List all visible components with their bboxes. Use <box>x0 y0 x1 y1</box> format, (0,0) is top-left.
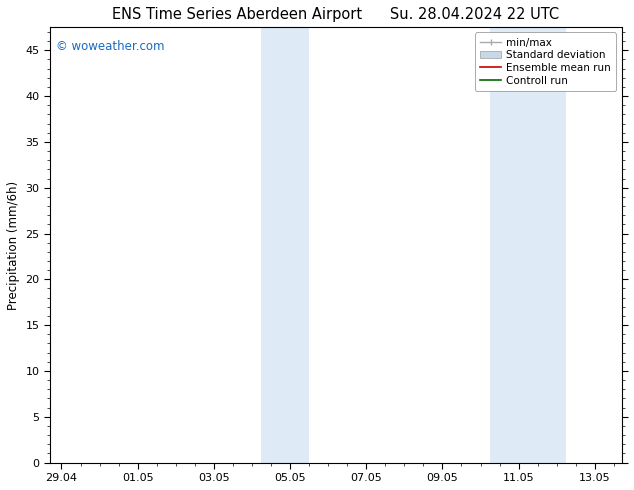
Bar <box>519 27 566 463</box>
Bar <box>490 27 519 463</box>
Bar <box>284 27 309 463</box>
Y-axis label: Precipitation (mm/6h): Precipitation (mm/6h) <box>7 180 20 310</box>
Text: © woweather.com: © woweather.com <box>56 40 164 53</box>
Bar <box>261 27 284 463</box>
Title: ENS Time Series Aberdeen Airport      Su. 28.04.2024 22 UTC: ENS Time Series Aberdeen Airport Su. 28.… <box>112 7 559 22</box>
Legend: min/max, Standard deviation, Ensemble mean run, Controll run: min/max, Standard deviation, Ensemble me… <box>475 32 616 91</box>
